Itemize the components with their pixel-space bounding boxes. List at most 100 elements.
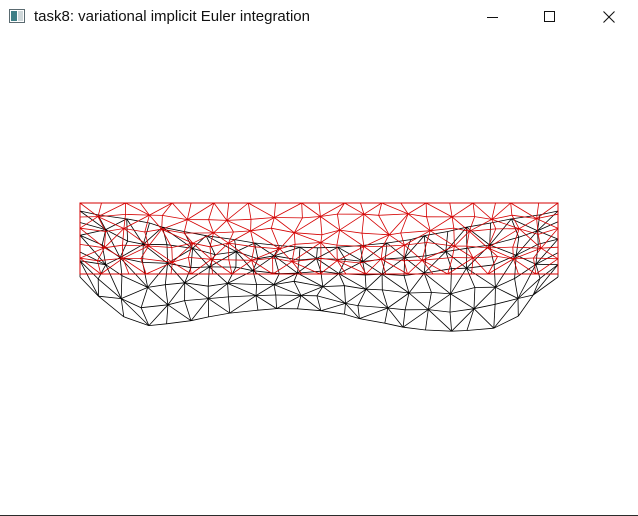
deformed-mesh-edge <box>98 295 122 299</box>
rest-mesh-edge <box>251 246 255 261</box>
deformed-mesh-edge <box>451 308 475 332</box>
deformed-mesh-edge <box>495 286 519 299</box>
deformed-mesh-edge <box>234 239 237 252</box>
deformed-mesh-edge <box>184 282 209 299</box>
rest-mesh-edge <box>363 213 390 236</box>
rest-mesh-edge <box>388 213 409 236</box>
rest-mesh-edge <box>274 217 295 234</box>
rest-mesh-edge <box>407 202 427 215</box>
deformed-mesh-edge <box>532 264 559 296</box>
deformed-mesh-edge <box>466 327 494 331</box>
deformed-mesh-edge <box>101 229 107 246</box>
deformed-mesh-edge <box>120 275 123 299</box>
deformed-mesh-edge <box>79 276 99 297</box>
rest-mesh-edge <box>209 242 229 248</box>
deformed-mesh-edge <box>404 292 410 310</box>
title-bar[interactable]: task8: variational implicit Euler integr… <box>0 0 638 33</box>
rest-mesh-edge <box>426 216 431 231</box>
rest-mesh-edge <box>453 228 455 247</box>
rest-mesh-edge <box>97 202 126 217</box>
rest-mesh-edge <box>451 202 474 218</box>
rest-mesh-edge <box>122 245 149 259</box>
deformed-mesh-edge <box>515 230 538 256</box>
rest-mesh-edge <box>404 230 431 246</box>
deformed-mesh-edge <box>105 264 122 299</box>
deformed-mesh-edge <box>473 308 495 329</box>
rest-mesh-edge <box>491 202 511 220</box>
rest-mesh-edge <box>536 202 540 219</box>
deformed-mesh-edge <box>449 293 451 313</box>
deformed-mesh-edge <box>79 222 106 230</box>
deformed-mesh-edge <box>387 292 410 309</box>
deformed-mesh-edge <box>495 254 517 288</box>
rest-mesh-edge <box>79 257 102 275</box>
rest-mesh-edge <box>540 246 559 249</box>
close-button[interactable] <box>586 0 632 33</box>
rest-mesh-edge <box>79 227 106 232</box>
deformed-mesh-edge <box>192 248 216 255</box>
deformed-mesh-edge <box>147 284 166 288</box>
rest-mesh-edge <box>301 202 321 217</box>
deformed-mesh-edge <box>208 296 229 299</box>
deformed-mesh-edge <box>234 239 255 244</box>
deformed-mesh-edge <box>119 240 128 258</box>
rest-mesh-edge <box>226 218 252 221</box>
rest-mesh-edge <box>104 228 125 249</box>
rest-mesh-edge <box>272 248 281 259</box>
rest-mesh-edge <box>228 259 233 275</box>
rest-mesh-edge <box>97 214 126 217</box>
rest-mesh-edge <box>140 245 149 259</box>
deformed-mesh-edge <box>190 298 209 321</box>
rest-mesh-edge <box>210 258 233 275</box>
rest-mesh-edge <box>291 261 303 275</box>
deformed-mesh-edge <box>384 307 389 324</box>
rest-mesh-edge <box>361 233 365 247</box>
rest-mesh-edge <box>381 202 409 215</box>
deformed-mesh-edge <box>98 295 125 318</box>
rest-mesh-edge <box>123 228 145 233</box>
deformed-mesh-edge <box>255 295 259 311</box>
deformed-mesh-edge <box>148 304 169 326</box>
deformed-mesh-edge <box>493 304 496 329</box>
window-title: task8: variational implicit Euler integr… <box>34 8 310 25</box>
maximize-button[interactable] <box>527 0 573 33</box>
rest-mesh-edge <box>97 216 106 232</box>
rest-mesh-edge <box>469 228 496 232</box>
rest-mesh-edge <box>339 229 365 247</box>
rest-mesh-edge <box>491 219 520 230</box>
rest-mesh-edge <box>422 257 453 261</box>
rest-mesh-edge <box>295 242 321 245</box>
rest-mesh-edge <box>320 234 323 243</box>
deformed-mesh-edge <box>489 244 495 265</box>
rest-mesh-edge <box>408 213 427 218</box>
rest-mesh-edge <box>512 246 542 249</box>
deformed-mesh-edge <box>322 273 340 287</box>
rest-mesh-edge <box>421 242 428 261</box>
deformed-mesh-edge <box>495 278 515 288</box>
rest-mesh-edge <box>79 216 99 229</box>
rest-mesh-edge <box>487 258 514 275</box>
deformed-mesh-edge <box>490 218 512 224</box>
deformed-mesh-edge <box>357 305 388 309</box>
deformed-mesh-edge <box>514 263 537 279</box>
rest-mesh-edge <box>248 202 275 218</box>
rest-mesh-edge <box>170 262 173 275</box>
rest-mesh-edge <box>380 244 405 260</box>
rest-mesh-edge <box>149 214 163 230</box>
rest-mesh-edge <box>536 213 559 219</box>
rest-mesh-edge <box>188 257 212 260</box>
rest-mesh-edge <box>359 246 365 264</box>
rest-mesh-edge <box>533 247 542 259</box>
deformed-mesh-edge <box>431 292 451 295</box>
deformed-mesh-edge <box>255 284 257 296</box>
deformed-mesh-edge <box>228 296 231 314</box>
render-canvas[interactable] <box>0 33 638 515</box>
deformed-mesh-edge <box>514 278 519 299</box>
rest-mesh-edge <box>407 259 423 275</box>
deformed-mesh-edge <box>387 307 406 311</box>
deformed-mesh-edge <box>466 264 495 269</box>
deformed-mesh-edge <box>532 276 559 296</box>
minimize-button[interactable] <box>470 0 516 33</box>
rest-mesh-edge <box>533 257 537 275</box>
rest-mesh-edge <box>487 246 513 249</box>
